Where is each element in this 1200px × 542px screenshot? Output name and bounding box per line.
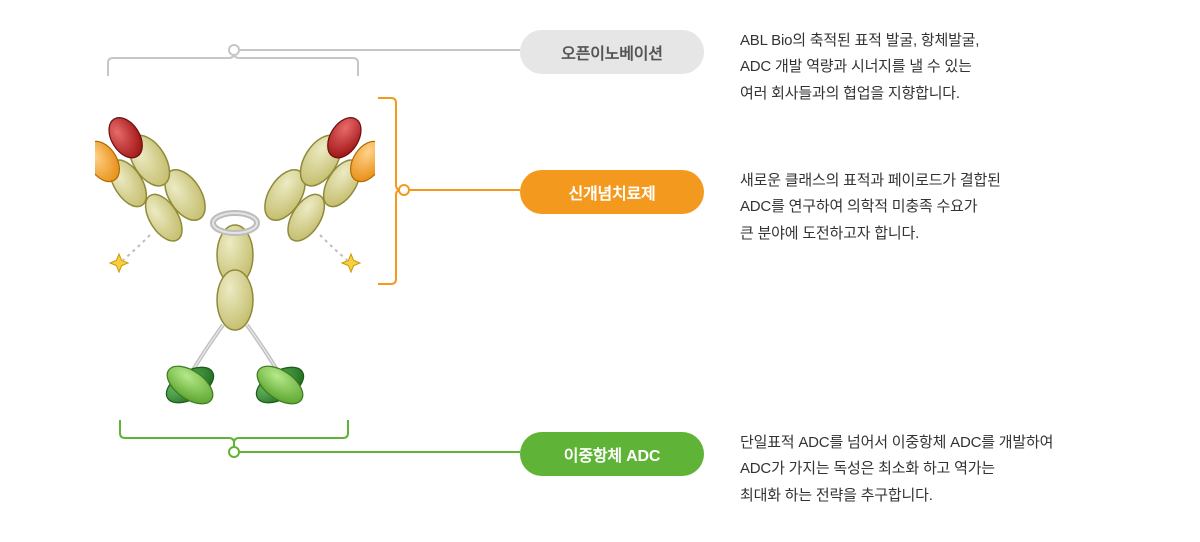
desc-line: 단일표적 ADC를 넘어서 이중항체 ADC를 개발하여 (740, 430, 1053, 456)
desc-line: ABL Bio의 축적된 표적 발굴, 항체발굴, (740, 28, 979, 54)
desc-line: ADC를 연구하여 의학적 미충족 수요가 (740, 194, 1001, 220)
pill-open-innovation: 오픈이노베이션 (520, 30, 704, 74)
desc-bispecific-adc: 단일표적 ADC를 넘어서 이중항체 ADC를 개발하여 ADC가 가지는 독성… (740, 430, 1053, 509)
desc-line: 큰 분야에 도전하고자 합니다. (740, 221, 1001, 247)
pill-label: 오픈이노베이션 (561, 40, 663, 64)
desc-line: 새로운 클래스의 표적과 페이로드가 결합된 (740, 168, 1001, 194)
desc-line: ADC가 가지는 독성은 최소화 하고 역가는 (740, 456, 1053, 482)
diagram-canvas: 오픈이노베이션 ABL Bio의 축적된 표적 발굴, 항체발굴, ADC 개발… (0, 0, 1200, 542)
desc-line: ADC 개발 역량과 시너지를 낼 수 있는 (740, 54, 979, 80)
desc-line: 여러 회사들과의 협업을 지향합니다. (740, 81, 979, 107)
desc-new-concept: 새로운 클래스의 표적과 페이로드가 결합된 ADC를 연구하여 의학적 미충족… (740, 168, 1001, 247)
desc-open-innovation: ABL Bio의 축적된 표적 발굴, 항체발굴, ADC 개발 역량과 시너지… (740, 28, 979, 107)
pill-bispecific-adc: 이중항체 ADC (520, 432, 704, 476)
desc-line: 최대화 하는 전략을 추구합니다. (740, 483, 1053, 509)
pill-new-concept: 신개념치료제 (520, 170, 704, 214)
pill-label: 신개념치료제 (568, 180, 655, 204)
pill-label: 이중항체 ADC (564, 442, 660, 466)
